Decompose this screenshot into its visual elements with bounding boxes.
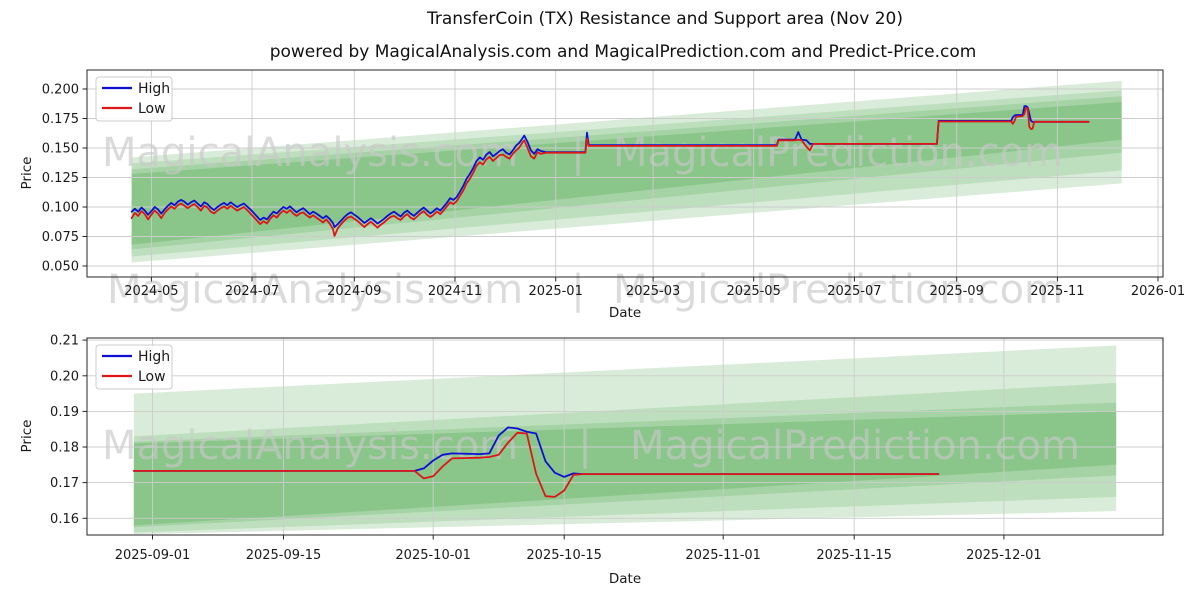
x-tick-label: 2025-12-01	[966, 548, 1042, 563]
x-tick-label: 2025-09	[930, 284, 984, 299]
y-tick-label: 0.17	[50, 476, 79, 491]
support-resistance-band	[131, 80, 1122, 263]
x-tick-label: 2025-10-01	[395, 548, 471, 563]
x-tick-label: 2024-09	[327, 284, 381, 299]
y-tick-label: 0.175	[42, 112, 79, 127]
watermark-text: MagicalPrediction.com	[630, 423, 1080, 469]
x-tick-label: 2025-11-01	[685, 548, 761, 563]
x-tick-label: 2025-01	[529, 284, 583, 299]
x-tick-label: 2025-05	[727, 284, 781, 299]
y-tick-label: 0.16	[50, 512, 79, 527]
y-tick-label: 0.075	[42, 230, 79, 245]
plot-frame	[86, 337, 1164, 536]
y-tick-label: 0.200	[42, 83, 79, 98]
x-axis-label: Date	[609, 571, 641, 587]
high-line	[132, 426, 940, 478]
x-tick-label: 2026-01	[1131, 284, 1185, 299]
low-line	[130, 107, 1090, 237]
bottom-chart-canvas: MagicalAnalysis.com | MagicalPrediction.co…	[19, 334, 1164, 587]
y-tick-label: 0.125	[42, 171, 79, 186]
y-tick-label: 0.050	[42, 260, 79, 275]
watermark-text: MagicalAnalysis.com	[107, 267, 523, 313]
y-axis-label: Price	[19, 157, 35, 190]
chart-title: TransferCoin (TX) Resistance and Support…	[426, 9, 904, 29]
x-tick-label: 2025-10-15	[526, 548, 602, 563]
watermark-text: MagicalPrediction.com	[613, 267, 1063, 313]
watermark-text: MagicalPrediction.com	[613, 130, 1063, 176]
x-tick-label: 2025-07	[827, 284, 881, 299]
x-tick-label: 2025-11-15	[816, 548, 892, 563]
chart-subtitle: powered by MagicalAnalysis.com and Magic…	[269, 42, 977, 62]
plot-frame	[86, 69, 1164, 278]
x-tick-label: 2025-09-01	[115, 548, 191, 563]
y-tick-label: 0.100	[42, 201, 79, 216]
support-resistance-band	[133, 411, 1117, 526]
support-resistance-band	[133, 345, 1117, 535]
support-resistance-band	[131, 90, 1122, 257]
y-tick-label: 0.20	[50, 369, 79, 384]
y-tick-label: 0.18	[50, 441, 79, 456]
support-resistance-band	[133, 382, 1117, 533]
low-line	[132, 431, 940, 498]
support-resistance-band	[131, 96, 1122, 250]
x-tick-label: 2025-09-15	[246, 548, 322, 563]
watermark-text: MagicalAnalysis.com	[102, 423, 518, 469]
x-tick-label: 2024-11	[428, 284, 482, 299]
y-tick-label: 0.21	[50, 334, 79, 349]
top-chart-canvas: MagicalAnalysis.com | MagicalPrediction.co…	[19, 69, 1185, 321]
legend-label: Low	[138, 101, 166, 117]
y-tick-label: 0.19	[50, 405, 79, 420]
x-tick-label: 2025-03	[626, 284, 680, 299]
x-tick-label: 2024-05	[124, 284, 178, 299]
legend-label: High	[138, 81, 170, 97]
y-axis-label: Price	[19, 420, 35, 453]
support-resistance-band	[133, 402, 1117, 528]
watermark-text: MagicalAnalysis.com	[102, 130, 518, 176]
x-tick-label: 2025-11	[1030, 284, 1084, 299]
legend-label: Low	[138, 369, 166, 385]
x-axis-label: Date	[609, 305, 641, 321]
support-resistance-band	[131, 102, 1122, 245]
watermark-text: |	[571, 267, 584, 313]
x-tick-label: 2024-07	[225, 284, 279, 299]
legend-label: High	[138, 349, 170, 365]
y-tick-label: 0.150	[42, 142, 79, 157]
watermark-text: |	[578, 423, 591, 469]
